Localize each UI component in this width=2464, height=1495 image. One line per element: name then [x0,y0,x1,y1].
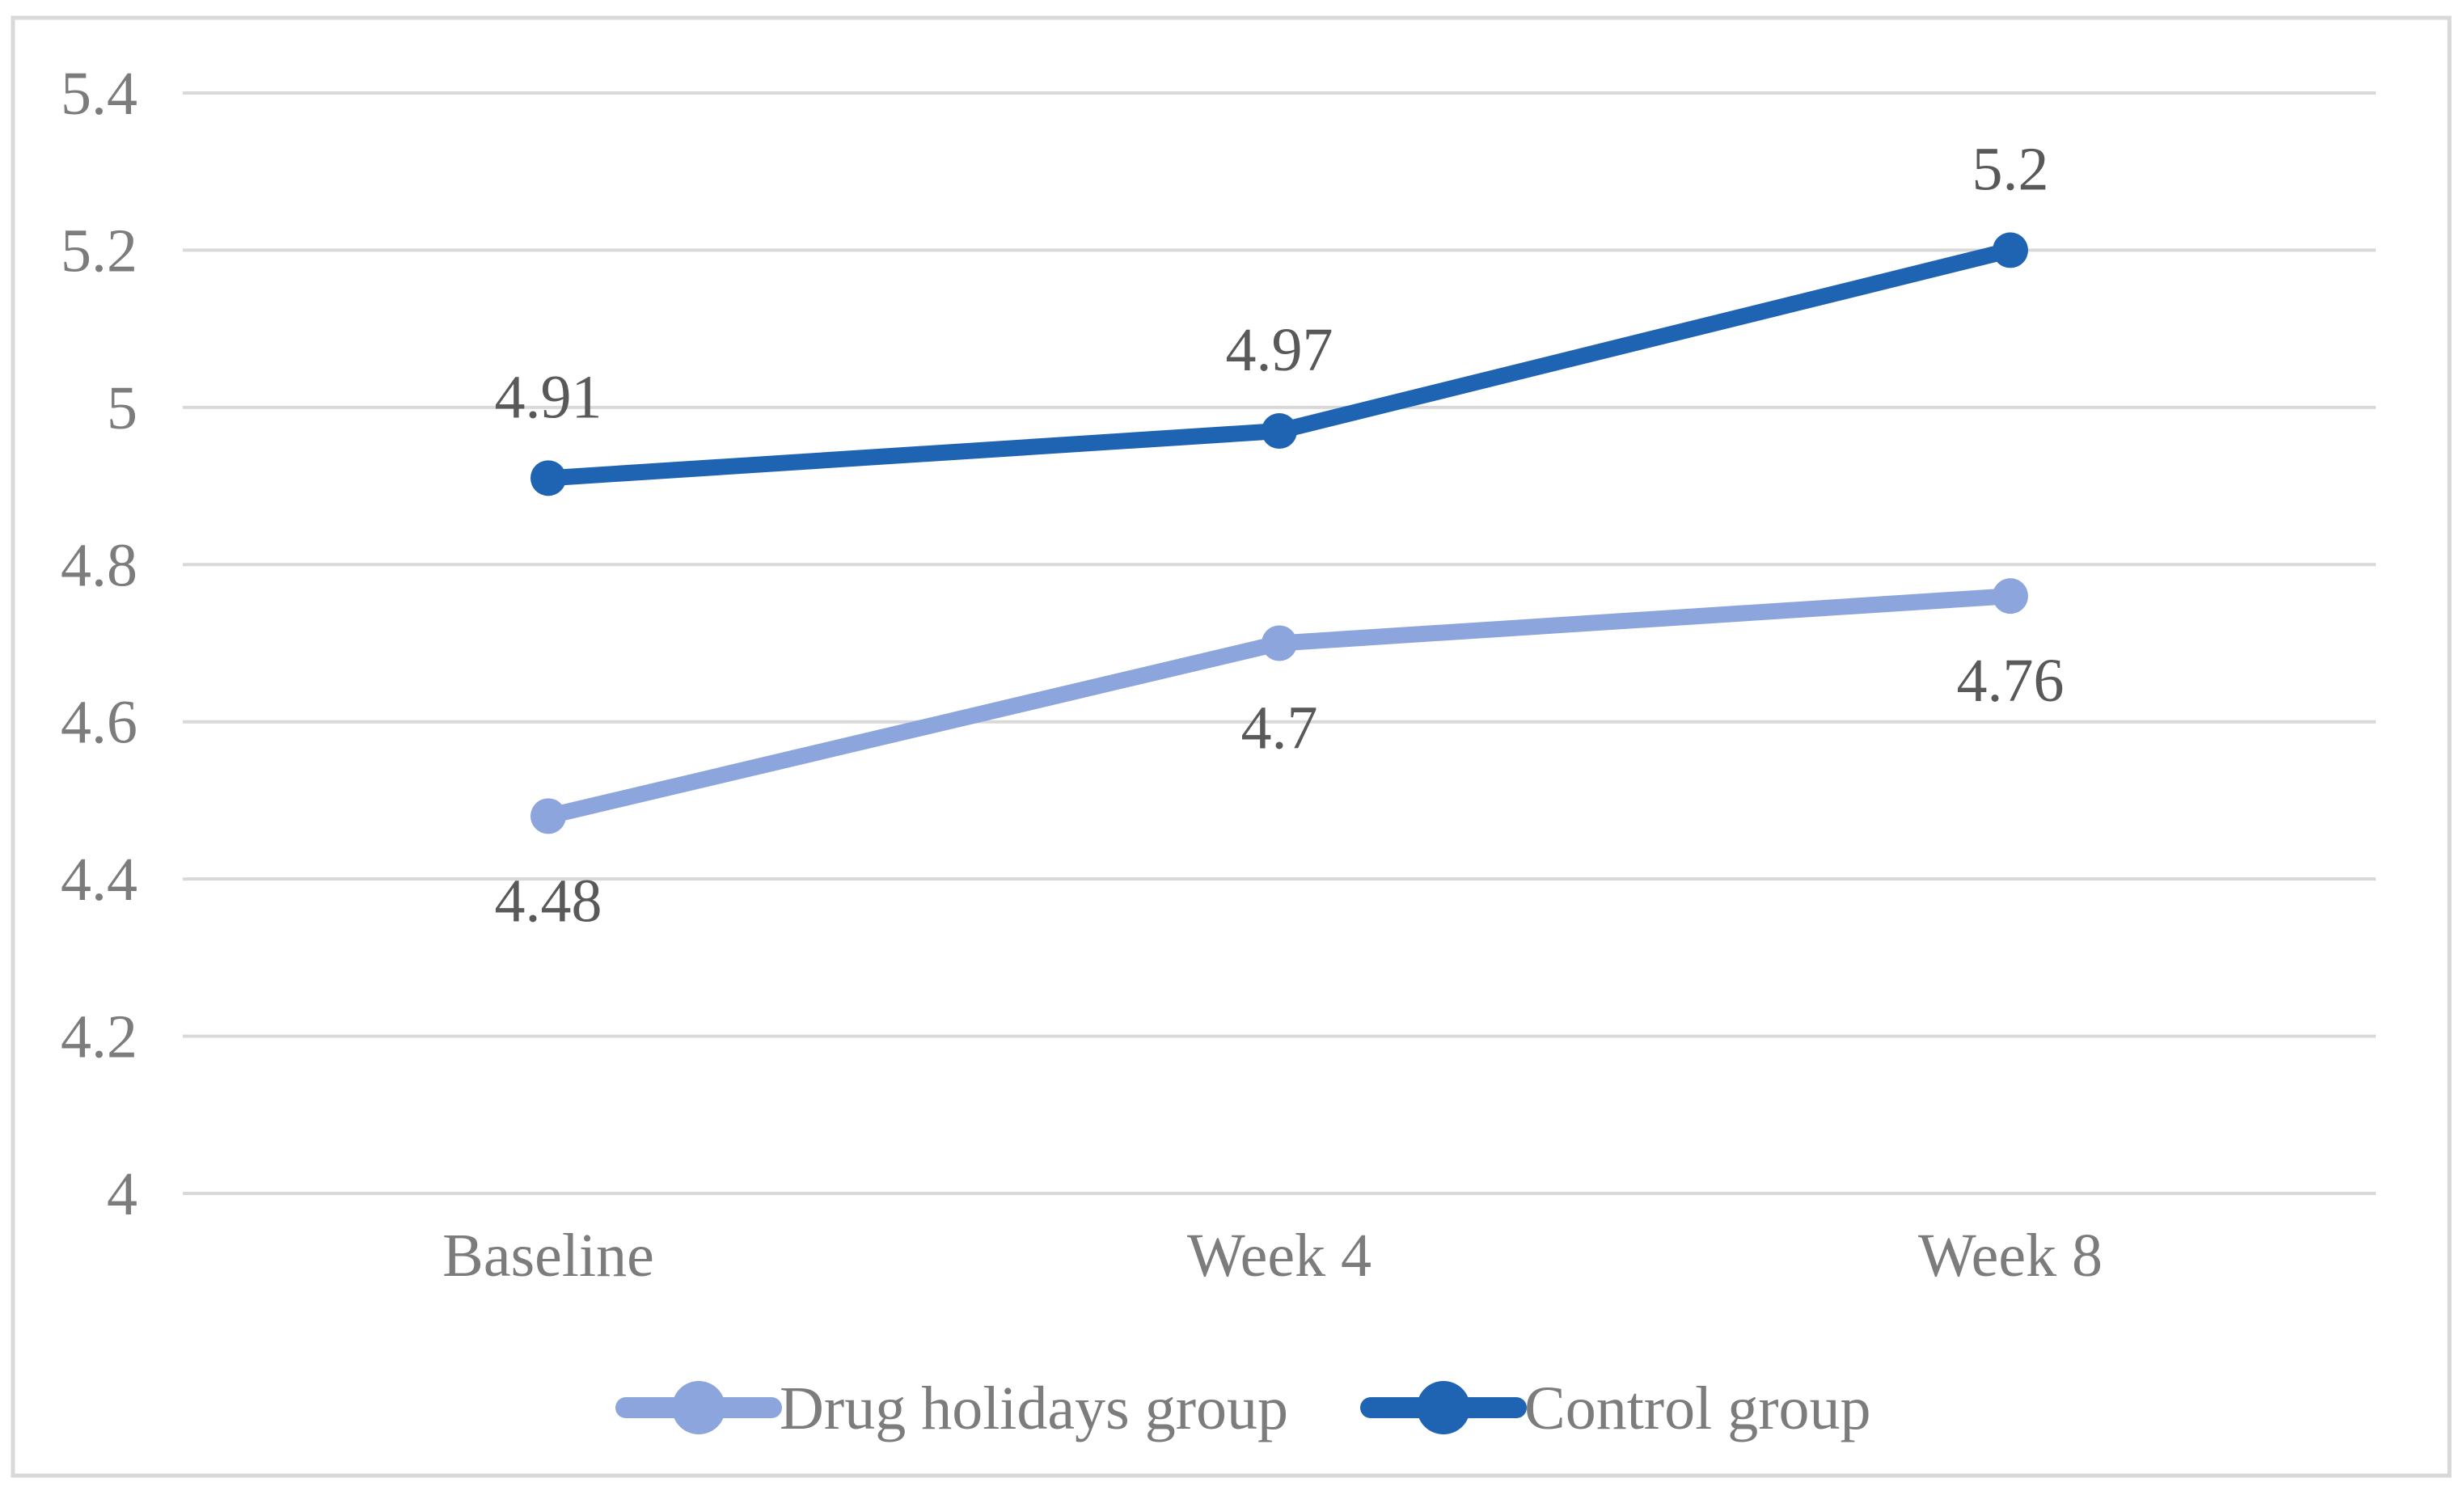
data-label: 4.7 [1241,695,1318,762]
data-point-marker [1262,625,1297,661]
y-tick-label: 4 [107,1160,137,1228]
data-label: 4.76 [1957,647,2065,715]
data-point-marker [1993,232,2028,268]
data-label: 5.2 [1972,135,2049,203]
legend-circle-marker-icon [672,1381,725,1434]
legend-label: Drug holidays group [780,1375,1288,1442]
y-tick-label: 4.6 [61,689,137,757]
y-tick-label: 4.2 [61,1003,137,1071]
y-tick-label: 5 [107,374,137,442]
data-point-marker [1993,578,2028,614]
chart-border [11,15,2452,1478]
data-label: 4.91 [495,363,602,431]
legend-label: Control group [1524,1375,1871,1442]
data-point-marker [1262,413,1297,450]
data-point-marker [530,798,566,834]
legend-circle-marker-icon [1417,1381,1470,1434]
x-category-label: Week 8 [1918,1222,2103,1290]
y-tick-label: 5.4 [61,60,137,128]
x-category-label: Week 4 [1187,1222,1371,1290]
y-tick-label: 4.4 [61,846,137,914]
data-point-marker [530,460,566,496]
y-tick-label: 5.2 [61,217,137,285]
y-tick-label: 4.8 [61,531,137,599]
data-label: 4.97 [1226,316,1333,384]
x-category-label: Baseline [442,1222,654,1290]
data-label: 4.48 [495,867,602,935]
